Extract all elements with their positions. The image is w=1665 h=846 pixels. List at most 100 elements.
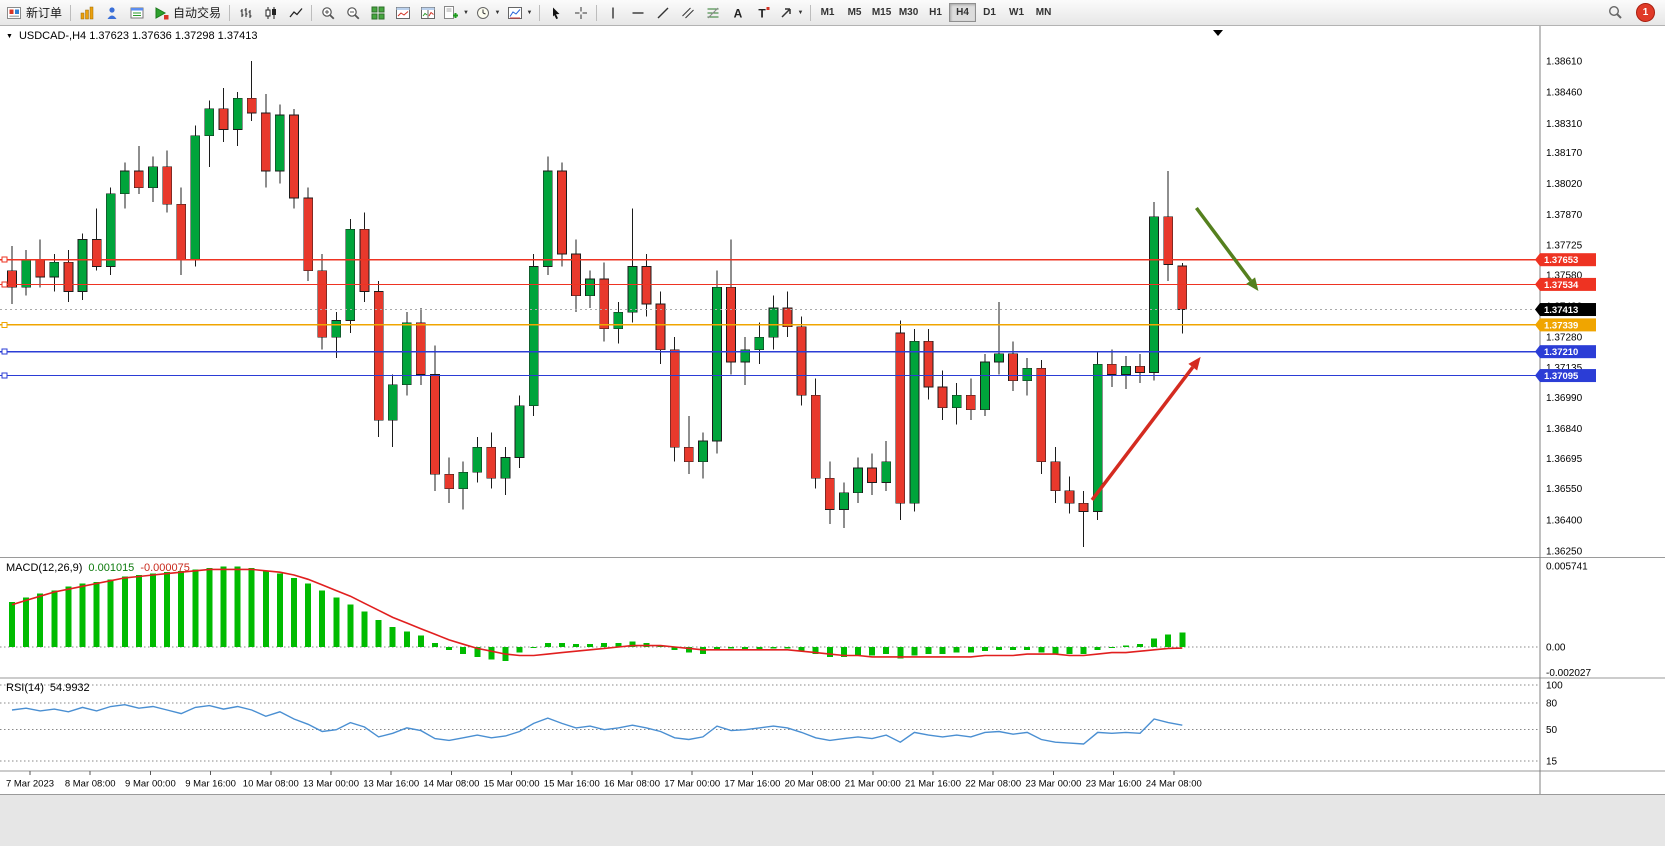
price-tag-1.37339: 1.37339 [1544, 320, 1578, 331]
chart-bg[interactable] [0, 26, 1665, 795]
svg-text:21 Mar 16:00: 21 Mar 16:00 [905, 779, 961, 790]
chart-shift-marker[interactable] [1213, 30, 1223, 36]
zoom-out-button[interactable] [340, 2, 365, 23]
sell-signal-arrow-head[interactable] [1246, 277, 1259, 292]
template-chart-icon [507, 6, 522, 19]
chart-window[interactable]: 1.38610 1.38460 1.38310 1.38170 1.38020 1.378… [0, 26, 1665, 846]
toolbar-right-group: 1 [1603, 2, 1663, 23]
bar-chart-type-button[interactable] [233, 2, 258, 23]
separator [311, 4, 313, 21]
label-icon: T [758, 6, 770, 20]
sell-signal-arrow[interactable] [1194, 206, 1253, 282]
panel-separators[interactable] [0, 556, 1665, 795]
svg-text:1.36695: 1.36695 [1546, 454, 1583, 465]
candlestick-type-button[interactable] [258, 2, 283, 23]
vertical-line-tool-button[interactable] [600, 2, 625, 23]
new-chart-button[interactable]: ▼ [440, 2, 472, 23]
svg-text:0.00: 0.00 [1546, 643, 1566, 654]
vertical-line-icon [611, 7, 614, 18]
market-watch-icon [80, 6, 93, 19]
svg-text:1.37725: 1.37725 [1546, 240, 1583, 251]
timeframe-m1-button[interactable]: M1 [814, 3, 841, 22]
line-handle[interactable] [1, 321, 8, 328]
trendline-tool-button[interactable] [650, 2, 675, 23]
separator [596, 4, 598, 21]
price-axis[interactable]: 1.38610 1.38460 1.38310 1.38170 1.38020 1.378… [1539, 26, 1591, 794]
auto-trading-button[interactable]: 自动交易 [149, 2, 226, 23]
chevron-down-icon: ▼ [526, 9, 533, 16]
label-tool-button[interactable]: T [750, 2, 775, 23]
channel-tool-button[interactable] [675, 2, 700, 23]
line-handle[interactable] [1, 372, 8, 379]
separator [810, 4, 812, 21]
svg-text:0.005741: 0.005741 [1546, 562, 1588, 573]
svg-text:16 Mar 08:00: 16 Mar 08:00 [604, 779, 660, 790]
crosshair-tool-button[interactable] [568, 2, 593, 23]
toolbar: 新订单 自动交易 ▼ ▼ ▼ A T ▼ M1 [0, 0, 1665, 26]
timeframe-m5-button[interactable]: M5 [841, 3, 868, 22]
line-chart-type-button[interactable] [283, 2, 308, 23]
arrange-windows-button[interactable] [415, 2, 440, 23]
shapes-tool-button[interactable]: ▼ [775, 2, 807, 23]
timeframe-m15-button[interactable]: M15 [868, 3, 895, 22]
navigator-button[interactable] [99, 2, 124, 23]
timeframe-h4-button[interactable]: H4 [949, 3, 977, 22]
fibonacci-tool-button[interactable] [700, 2, 725, 23]
svg-text:1.36990: 1.36990 [1546, 393, 1583, 404]
separator [70, 4, 72, 21]
data-window-button[interactable] [124, 2, 149, 23]
tile-windows-button[interactable] [365, 2, 390, 23]
price-chart-canvas[interactable]: 1.38610 1.38460 1.38310 1.38170 1.38020 1.378… [0, 26, 1665, 846]
timeframe-mn-button[interactable]: MN [1030, 3, 1057, 22]
buy-signal-arrow-head[interactable] [1188, 356, 1201, 371]
chevron-down-icon: ▼ [494, 9, 501, 16]
search-button[interactable] [1603, 2, 1628, 23]
chevron-down-icon: ▼ [463, 9, 469, 16]
buy-signal-arrow[interactable] [1090, 366, 1195, 501]
notification-badge[interactable]: 1 [1636, 3, 1655, 22]
svg-text:1.38460: 1.38460 [1546, 88, 1583, 99]
time-axis[interactable]: 7 Mar 2023 8 Mar 08:00 9 Mar 00:00 9 Mar 16… [6, 771, 1202, 790]
arrange-windows-icon [420, 6, 435, 19]
svg-text:80: 80 [1546, 698, 1558, 709]
text-tool-button[interactable]: A [725, 2, 750, 23]
data-window-icon [130, 7, 144, 18]
svg-text:1.36550: 1.36550 [1546, 484, 1583, 495]
timeframe-d1-button[interactable]: D1 [976, 3, 1003, 22]
tile-windows-icon [371, 6, 385, 19]
macd-panel [0, 566, 1540, 662]
market-watch-button[interactable] [74, 2, 99, 23]
new-order-button[interactable]: 新订单 [2, 2, 67, 23]
price-tag-1.37653: 1.37653 [1544, 255, 1578, 266]
svg-text:17 Mar 00:00: 17 Mar 00:00 [664, 779, 720, 790]
line-handle[interactable] [1, 348, 8, 355]
candlestick-type-icon [265, 6, 276, 19]
svg-text:50: 50 [1546, 725, 1558, 736]
zoom-in-button[interactable] [315, 2, 340, 23]
cursor-tool-button[interactable] [543, 2, 568, 23]
new-order-label: 新订单 [26, 6, 63, 20]
arrow-objects [1090, 206, 1259, 501]
zoom-in-icon [321, 6, 334, 19]
template-button[interactable]: ▼ [504, 2, 536, 23]
cascade-windows-icon [395, 6, 410, 19]
horizontal-line-tool-button[interactable] [625, 2, 650, 23]
horizontal-line-objects [0, 256, 1540, 379]
cascade-windows-button[interactable] [390, 2, 415, 23]
channel-icon [681, 7, 694, 18]
timeframe-m30-button[interactable]: M30 [895, 3, 922, 22]
fibonacci-icon [707, 7, 719, 18]
navigator-icon [107, 6, 117, 19]
period-button[interactable]: ▼ [472, 2, 504, 23]
line-handle[interactable] [1, 281, 8, 288]
line-handle[interactable] [1, 256, 8, 263]
timeframe-w1-button[interactable]: W1 [1003, 3, 1030, 22]
price-tag-1.37095: 1.37095 [1544, 371, 1579, 382]
svg-text:1.36400: 1.36400 [1546, 515, 1583, 526]
svg-text:9 Mar 00:00: 9 Mar 00:00 [125, 779, 176, 790]
svg-text:9 Mar 16:00: 9 Mar 16:00 [185, 779, 236, 790]
auto-trading-label: 自动交易 [173, 6, 222, 20]
svg-text:21 Mar 00:00: 21 Mar 00:00 [845, 779, 901, 790]
timeframe-h1-button[interactable]: H1 [922, 3, 949, 22]
svg-text:23 Mar 00:00: 23 Mar 00:00 [1025, 779, 1081, 790]
